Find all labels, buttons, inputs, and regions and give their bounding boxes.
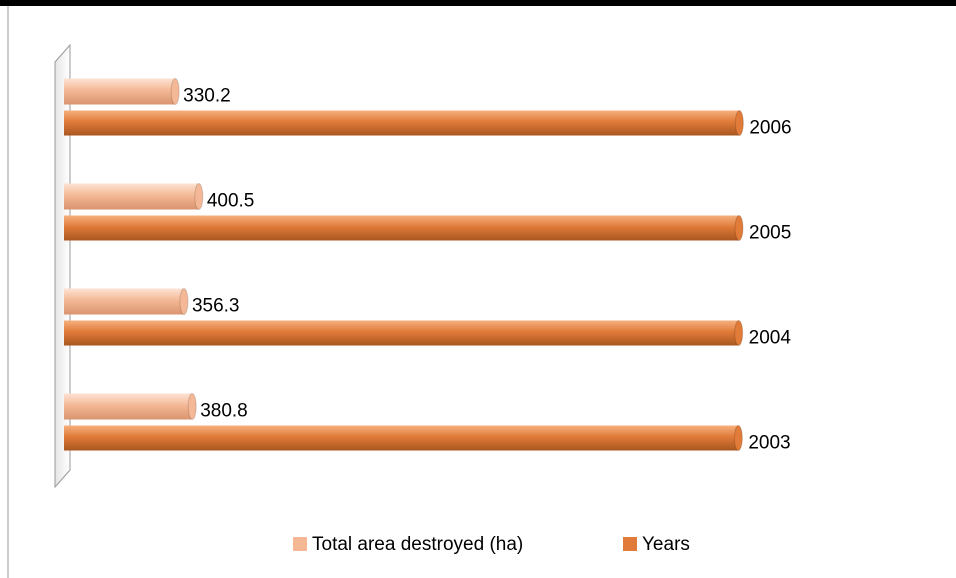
bar-cap xyxy=(733,425,743,451)
bar-cap xyxy=(170,78,180,105)
bar xyxy=(64,320,739,346)
legend-swatch xyxy=(293,537,307,551)
bar xyxy=(64,215,740,241)
data-label: 2005 xyxy=(749,223,791,244)
data-label: 380.8 xyxy=(200,401,248,422)
back-wall xyxy=(54,43,71,489)
bar-cap xyxy=(179,288,189,315)
data-label: 2004 xyxy=(749,328,792,349)
legend-label: Years xyxy=(642,534,690,555)
data-label: 2006 xyxy=(749,118,791,139)
bar xyxy=(64,110,740,136)
bar-cap xyxy=(734,110,744,136)
data-label: 2003 xyxy=(748,433,790,454)
data-label: 356.3 xyxy=(192,296,240,317)
bar-cap xyxy=(187,393,197,420)
bar-cap xyxy=(194,183,204,210)
bar xyxy=(64,183,199,210)
legend-swatch xyxy=(623,537,637,551)
bar-cap xyxy=(734,215,744,241)
bar xyxy=(64,78,176,105)
bar xyxy=(64,425,739,451)
top-bar xyxy=(0,0,956,6)
legend-label: Total area destroyed (ha) xyxy=(312,534,523,555)
data-label: 400.5 xyxy=(207,191,255,212)
bar xyxy=(64,393,193,420)
bar xyxy=(64,288,184,315)
bar-cap xyxy=(734,320,744,346)
data-label: 330.2 xyxy=(183,86,231,107)
